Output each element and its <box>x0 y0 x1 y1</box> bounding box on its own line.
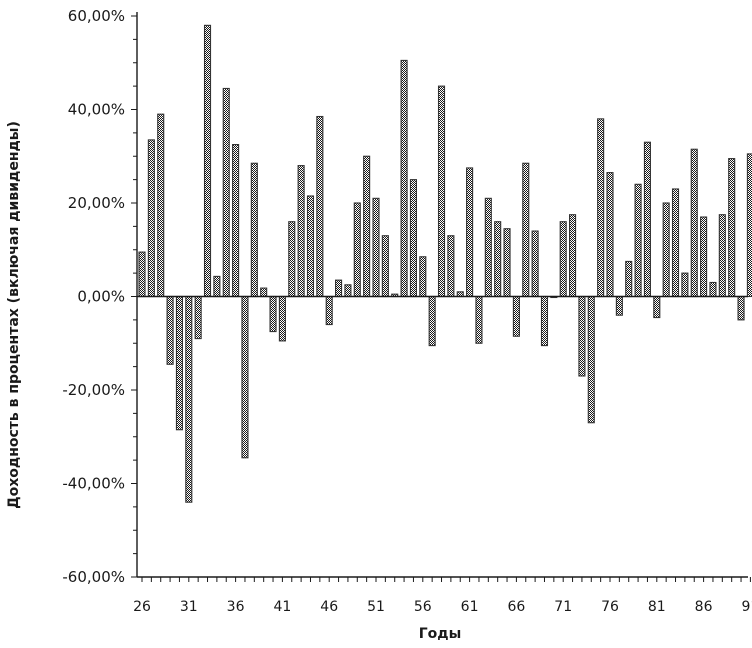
bar-1985 <box>690 148 698 298</box>
bar-1981 <box>653 295 661 319</box>
bar-1969 <box>540 295 549 347</box>
x-axis-title: Годы <box>419 626 462 642</box>
bar-1926 <box>138 251 146 298</box>
y-tick-label: -40,00% <box>62 475 125 493</box>
bar-1976 <box>606 172 614 298</box>
x-tick-label: 56 <box>414 599 432 615</box>
bar-1928 <box>157 113 165 298</box>
bar-1986 <box>700 216 708 298</box>
bar-1930 <box>175 295 183 431</box>
x-tick-label: 86 <box>695 599 713 615</box>
y-tick-label: 60,00% <box>68 7 125 25</box>
bar-1954 <box>400 59 408 298</box>
bar-1945 <box>316 115 324 298</box>
bar-1952 <box>381 235 389 298</box>
bar-1962 <box>475 295 483 344</box>
bar-1987 <box>709 281 717 298</box>
bar-1948 <box>344 284 352 298</box>
bar-1982 <box>662 202 670 298</box>
bar-1946 <box>325 295 333 326</box>
bar-1991 <box>746 153 752 298</box>
bar-1977 <box>615 295 623 316</box>
bar-1935 <box>222 87 230 298</box>
axes-group <box>131 12 751 582</box>
y-tick-label: -20,00% <box>62 381 125 399</box>
bar-1956 <box>419 256 427 298</box>
bar-1957 <box>428 295 436 347</box>
bar-1934 <box>213 275 221 298</box>
x-tick-label: 91 <box>741 599 752 615</box>
bar-1961 <box>466 167 474 298</box>
y-tick-label: 20,00% <box>68 194 125 212</box>
x-tick-label: 81 <box>648 599 666 615</box>
bar-1951 <box>372 197 380 298</box>
bar-1965 <box>503 228 511 298</box>
bar-1988 <box>718 214 726 298</box>
bar-1943 <box>297 165 305 298</box>
bar-1974 <box>587 295 595 424</box>
y-tick-label: 0,00% <box>77 288 125 306</box>
x-tick-label: 71 <box>554 599 572 615</box>
x-tick-label: 31 <box>180 599 198 615</box>
bar-1968 <box>531 230 539 298</box>
bar-1950 <box>363 155 371 298</box>
bar-1960 <box>456 291 464 298</box>
bar-1927 <box>147 139 155 298</box>
x-tick-label: 26 <box>133 599 151 615</box>
bar-1947 <box>335 279 343 298</box>
bar-1942 <box>288 221 296 298</box>
y-tick-label: -60,00% <box>62 568 125 586</box>
bar-1939 <box>260 287 268 298</box>
bar-1966 <box>512 295 520 337</box>
x-tick-label: 66 <box>507 599 525 615</box>
bar-1929 <box>166 295 174 365</box>
bar-1971 <box>559 221 567 298</box>
bar-1972 <box>569 214 577 298</box>
y-tick-label: 40,00% <box>68 101 125 119</box>
x-tick-label: 36 <box>227 599 245 615</box>
bar-1978 <box>625 260 633 298</box>
bar-1959 <box>447 235 455 298</box>
bar-1955 <box>409 179 417 298</box>
bar-1967 <box>522 162 530 298</box>
bar-1932 <box>194 295 202 340</box>
x-tick-label: 51 <box>367 599 385 615</box>
x-tick-label: 76 <box>601 599 619 615</box>
bar-1931 <box>185 295 193 503</box>
bar-1983 <box>671 188 680 298</box>
y-axis-title: Доходность в процентах (включая дивиденд… <box>6 121 22 509</box>
bar-1958 <box>437 85 446 298</box>
labels-group: 60,00% 40,00% 20,00% 0,00% -20,00% -40,00% -60… <box>62 7 752 615</box>
bar-1938 <box>250 162 258 298</box>
x-tick-label: 41 <box>273 599 291 615</box>
bar-1980 <box>643 141 651 298</box>
bars-group <box>138 24 752 503</box>
bar-1944 <box>306 195 315 298</box>
bar-1990 <box>737 295 745 321</box>
bar-1933 <box>203 24 212 298</box>
bar-1984 <box>681 272 689 298</box>
bar-1936 <box>232 144 240 298</box>
bar-1979 <box>634 183 642 298</box>
bar-1949 <box>353 202 361 298</box>
bar-1941 <box>278 295 286 342</box>
bar-1973 <box>578 295 586 377</box>
bar-1989 <box>728 158 736 298</box>
bar-1975 <box>597 118 605 298</box>
x-tick-label: 46 <box>320 599 338 615</box>
bar-1937 <box>241 295 249 459</box>
bar-1940 <box>269 295 277 333</box>
bar-1964 <box>494 221 502 298</box>
x-tick-label: 61 <box>461 599 479 615</box>
bar-1963 <box>484 197 492 298</box>
